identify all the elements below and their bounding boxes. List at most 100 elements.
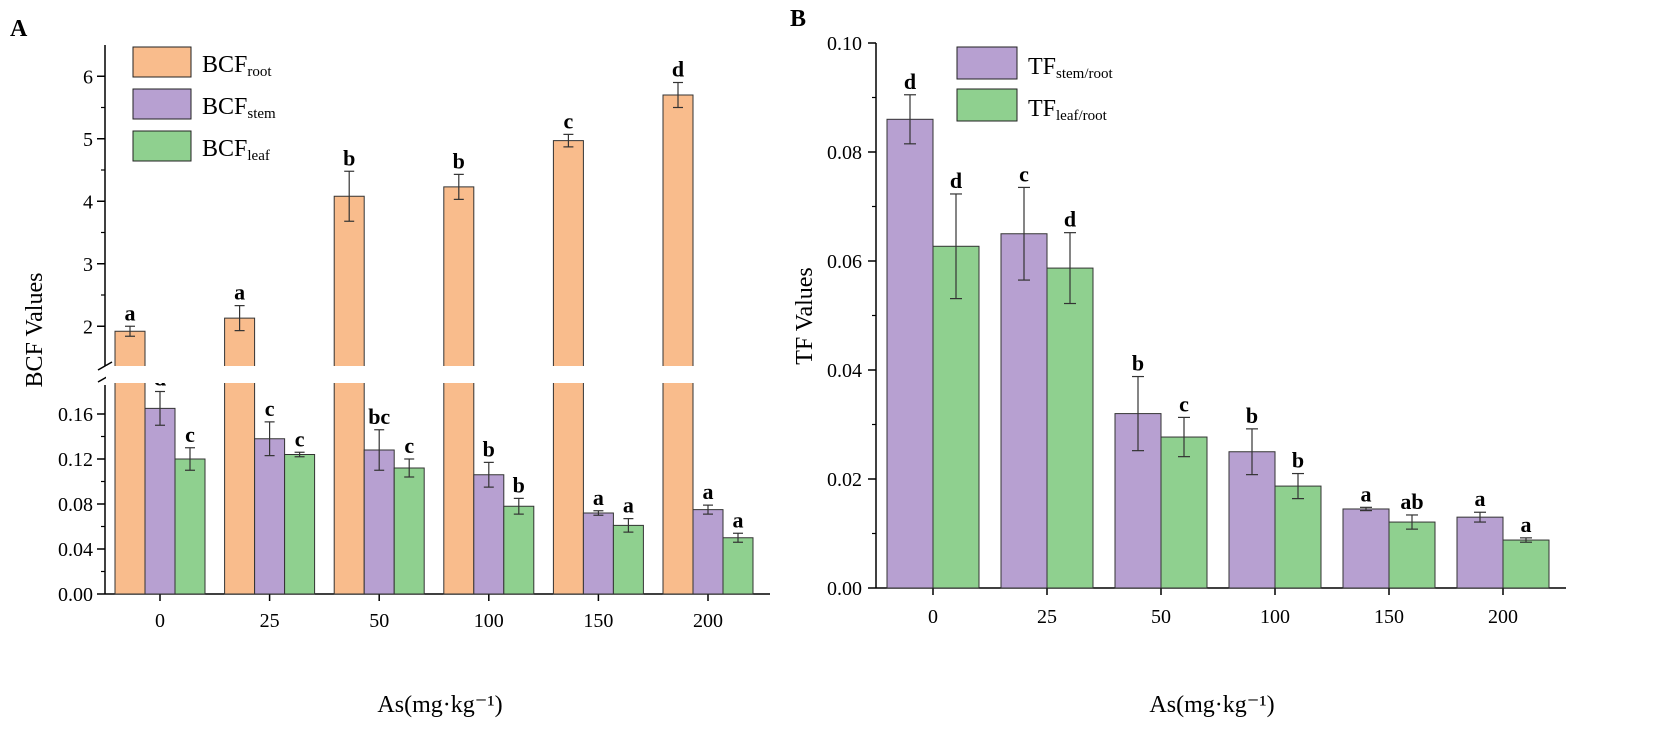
bar-tf-stem-root-150 [1342, 508, 1390, 589]
significance-letter: b [483, 436, 495, 461]
panel-b: B TF Values As(mg·kg⁻¹) 0.00 0.02 0.04 0.06… [790, 6, 1566, 718]
significance-letter: b [1292, 448, 1304, 473]
panel-b-y-tick-label: 0.10 [827, 33, 862, 55]
significance-letter: d [1064, 207, 1076, 232]
significance-letter: b [513, 472, 525, 497]
panel-a-x-ticks: 0 25 50 100 150 200 [155, 594, 723, 632]
panel-b-bars: d c b b a a d d c b ab a [886, 69, 1550, 589]
panel-a-y-ticks: 0.00 0.04 0.08 0.12 0.16 2 3 4 5 6 [58, 66, 105, 606]
significance-letter: b [1246, 403, 1258, 428]
bar-bcf-root-25 [224, 317, 256, 595]
panel-a-y-tick-label: 3 [83, 254, 93, 276]
panel-a-x-tick-label: 150 [583, 610, 613, 632]
bar-bcf-leaf-200 [722, 537, 754, 595]
legend-label-bcf-root: BCFroot [202, 52, 272, 80]
panel-b-y-tick-label: 0.02 [827, 469, 862, 491]
panel-b-y-tick-label: 0.00 [827, 578, 862, 600]
panel-a-y-tick-label: 5 [83, 129, 93, 151]
bar-tf-leaf-root-200 [1502, 539, 1550, 589]
panel-b-x-tick-label: 0 [928, 606, 938, 628]
panel-a-y-tick-label: 4 [83, 191, 93, 213]
panel-b-y-ticks: 0.00 0.02 0.04 0.06 0.08 0.10 [827, 33, 876, 600]
bar-bcf-stem-25 [254, 438, 286, 595]
bar-tf-leaf-root-0 [932, 245, 980, 589]
bar-tf-leaf-root-100 [1274, 485, 1322, 589]
panel-a-y-tick-label: 0.00 [58, 584, 93, 606]
significance-letter: a [1475, 486, 1486, 511]
significance-letter: c [404, 433, 414, 458]
significance-letter: bc [368, 404, 390, 429]
legend-swatch-tf-stem-root [956, 46, 1018, 80]
significance-letter: d [672, 57, 684, 82]
panel-a-x-axis-title: As(mg·kg⁻¹) [377, 692, 502, 718]
panel-a-tag: A [10, 16, 28, 42]
panel-b-x-tick-label: 25 [1037, 606, 1057, 628]
bar-tf-leaf-root-25 [1046, 267, 1094, 589]
axis-break-gap [106, 366, 770, 383]
panel-b-legend: TFstem/root TFleaf/root [956, 46, 1114, 124]
legend-swatch-bcf-stem [132, 88, 192, 120]
significance-letter: c [185, 422, 195, 447]
bar-bcf-root-50 [333, 195, 365, 595]
bar-bcf-stem-200 [692, 509, 724, 595]
significance-letter: a [125, 300, 136, 325]
significance-letter: a [1521, 512, 1532, 537]
bar-bcf-leaf-150 [612, 524, 644, 595]
panel-a: A BCF Values As(mg·kg⁻¹) 0.00 0.04 0.08 0.1… [10, 16, 770, 718]
significance-letter: a [733, 507, 744, 532]
panel-a-x-tick-label: 200 [693, 610, 723, 632]
legend-label-tf-stem-root: TFstem/root [1028, 54, 1114, 82]
panel-b-x-tick-label: 200 [1488, 606, 1518, 628]
legend-swatch-tf-leaf-root [956, 88, 1018, 122]
panel-a-y-tick-label: 0.12 [58, 449, 93, 471]
significance-letter: a [623, 493, 634, 518]
panel-a-x-tick-label: 0 [155, 610, 165, 632]
panel-b-y-axis-title: TF Values [792, 267, 818, 365]
significance-letter: a [703, 479, 714, 504]
significance-letter: c [564, 108, 574, 133]
panel-b-y-tick-label: 0.04 [827, 360, 862, 382]
bar-bcf-stem-50 [363, 449, 395, 595]
panel-a-bars: aabbcddcbcbaacccbaa [106, 57, 770, 595]
bar-tf-stem-root-25 [1000, 233, 1048, 589]
panel-a-y-tick-label: 0.16 [58, 404, 93, 426]
significance-letter: c [295, 426, 305, 451]
significance-letter: ab [1400, 489, 1423, 514]
panel-b-x-tick-label: 150 [1374, 606, 1404, 628]
bar-bcf-leaf-100 [503, 505, 535, 595]
significance-letter: b [1132, 351, 1144, 376]
bar-tf-leaf-root-150 [1388, 521, 1436, 589]
panel-b-tag: B [790, 6, 806, 32]
bar-bcf-stem-0 [144, 407, 176, 595]
panel-a-y-axis-title: BCF Values [22, 273, 48, 388]
significance-letter: b [343, 145, 355, 170]
legend-label-tf-leaf-root: TFleaf/root [1028, 96, 1108, 124]
significance-letter: a [1361, 481, 1372, 506]
significance-letter: a [593, 485, 604, 510]
bar-bcf-leaf-50 [393, 467, 425, 595]
significance-letter: c [1019, 161, 1029, 186]
panel-a-y-tick-label: 0.08 [58, 494, 93, 516]
panel-a-axis-break-mark [97, 361, 113, 371]
significance-letter: c [1179, 391, 1189, 416]
legend-swatch-bcf-root [132, 46, 192, 78]
panel-a-y-tick-label: 0.04 [58, 539, 93, 561]
panel-a-x-tick-label: 100 [474, 610, 504, 632]
bar-bcf-root-200 [662, 94, 694, 595]
panel-a-y-tick-label: 2 [83, 316, 93, 338]
bar-tf-stem-root-0 [886, 118, 934, 589]
panel-b-x-ticks: 0 25 50 100 150 200 [928, 588, 1518, 628]
bar-bcf-stem-150 [582, 512, 614, 595]
panel-b-y-tick-label: 0.06 [827, 251, 862, 273]
bar-tf-leaf-root-50 [1160, 436, 1208, 589]
legend-label-bcf-stem: BCFstem [202, 94, 276, 122]
significance-letter: d [950, 168, 962, 193]
bar-bcf-leaf-0 [174, 458, 206, 595]
bar-bcf-leaf-25 [284, 454, 316, 595]
panel-b-x-tick-label: 50 [1151, 606, 1171, 628]
bar-bcf-stem-100 [473, 474, 505, 595]
panel-a-legend: BCFroot BCFstem BCFleaf [132, 46, 276, 164]
panel-b-x-tick-label: 100 [1260, 606, 1290, 628]
panel-b-x-axis-title: As(mg·kg⁻¹) [1149, 692, 1274, 718]
